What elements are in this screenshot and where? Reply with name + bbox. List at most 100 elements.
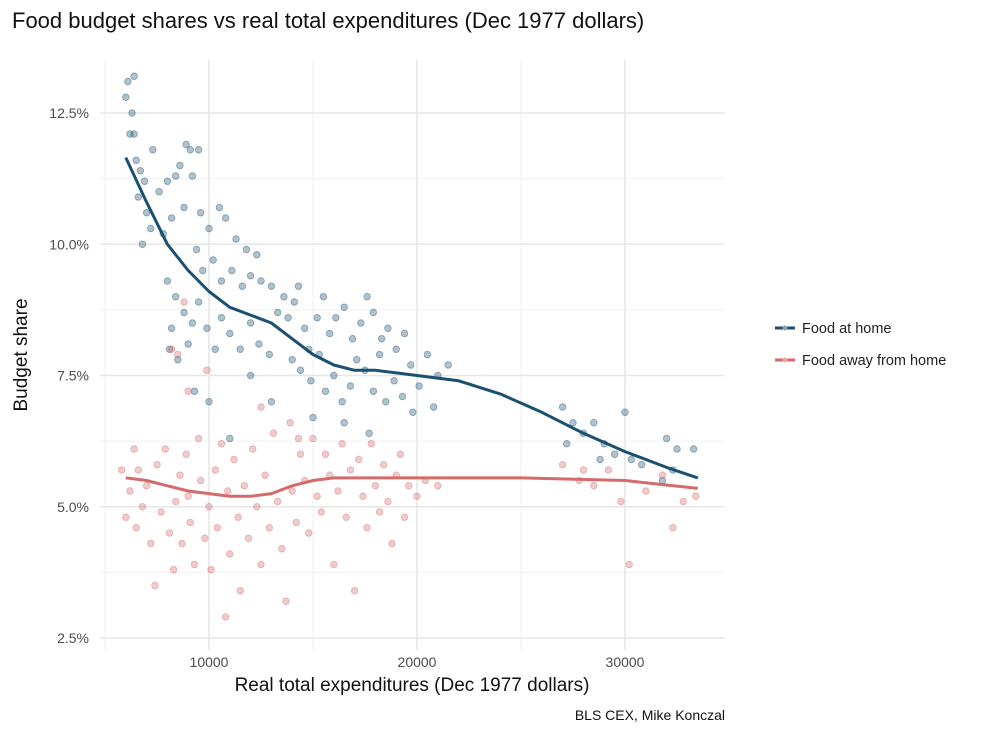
smooth-line-food-away (125, 476, 698, 498)
point-food-at-home (188, 319, 197, 327)
point-food-away (434, 482, 442, 490)
point-food-away (211, 466, 219, 474)
point-food-away (165, 529, 174, 537)
point-food-at-home (363, 293, 371, 301)
point-food-at-home (369, 308, 378, 317)
point-food-at-home (284, 314, 292, 322)
point-food-away (371, 482, 380, 490)
point-food-at-home (338, 398, 346, 406)
point-food-away (248, 445, 257, 453)
point-food-at-home (662, 434, 671, 443)
point-food-at-home (398, 392, 407, 401)
point-food-away (240, 482, 249, 490)
point-food-away (288, 487, 296, 495)
point-food-away (167, 345, 176, 353)
point-food-away (180, 298, 188, 306)
point-food-away (157, 508, 165, 516)
point-food-away (151, 581, 159, 590)
point-food-at-home (126, 130, 134, 138)
point-food-away (400, 513, 409, 521)
point-food-away (196, 476, 205, 485)
point-food-at-home (369, 387, 378, 395)
point-food-at-home (246, 272, 255, 280)
point-food-at-home (352, 356, 361, 364)
point-food-at-home (138, 240, 147, 248)
point-food-away (413, 492, 421, 500)
point-food-at-home (186, 146, 194, 154)
point-food-at-home (180, 308, 188, 317)
point-food-at-home (288, 356, 296, 364)
point-food-away (388, 539, 396, 548)
point-food-at-home (163, 177, 172, 185)
point-food-away (132, 524, 140, 532)
point-food-at-home (590, 419, 598, 427)
point-food-away (234, 513, 242, 521)
point-food-at-home (407, 361, 415, 369)
point-food-away (130, 445, 138, 453)
point-food-at-home (621, 408, 629, 416)
legend-label-food-at-home: Food at home (802, 321, 891, 337)
point-food-at-home (409, 408, 417, 416)
point-food-at-home (382, 398, 390, 406)
point-food-away (207, 566, 215, 574)
point-food-at-home (226, 434, 234, 443)
point-food-at-home (280, 293, 288, 301)
point-food-at-home (134, 193, 142, 201)
point-food-away (292, 518, 301, 527)
point-food-at-home (253, 251, 261, 259)
point-food-at-home (563, 440, 571, 448)
point-food-away (334, 487, 342, 495)
point-food-away (176, 471, 184, 479)
point-food-at-home (130, 72, 138, 80)
point-food-away (278, 545, 286, 553)
point-food-away (294, 434, 303, 443)
point-food-at-home (267, 282, 276, 290)
point-food-at-home (365, 429, 373, 437)
point-food-at-home (203, 324, 211, 332)
point-food-at-home (211, 345, 219, 353)
point-food-at-home (423, 350, 432, 359)
smooth-line-food-at-home (124, 156, 699, 480)
caption: BLS CEX, Mike Konczal (575, 707, 725, 723)
point-food-at-home (400, 329, 409, 338)
point-food-at-home (167, 214, 176, 222)
point-food-away (117, 466, 126, 474)
scatter-points (117, 72, 700, 621)
point-food-away (309, 434, 317, 443)
point-food-away (590, 482, 598, 490)
point-food-at-home (257, 277, 265, 285)
point-food-at-home (689, 445, 698, 453)
point-food-at-home (226, 329, 234, 338)
point-food-at-home (122, 93, 130, 101)
point-food-at-home (346, 382, 355, 390)
point-food-at-home (300, 324, 309, 332)
point-food-away (380, 461, 388, 469)
point-food-at-home (377, 335, 386, 343)
point-food-away (261, 471, 269, 479)
point-food-at-home (255, 340, 263, 348)
point-food-away (190, 560, 199, 569)
point-food-at-home (569, 419, 577, 427)
point-food-away (669, 524, 677, 532)
point-food-at-home (348, 335, 357, 343)
point-food-at-home (325, 329, 334, 338)
point-food-at-home (332, 314, 340, 322)
point-food-away (269, 429, 278, 437)
point-food-at-home (242, 245, 251, 254)
point-food-away (625, 560, 633, 569)
chart-title: Food budget shares vs real total expendi… (12, 8, 644, 33)
legend-label-food-away: Food away from home (802, 353, 946, 369)
point-food-at-home (205, 224, 213, 233)
x-tick-label: 30000 (606, 654, 645, 670)
point-food-at-home (429, 403, 438, 411)
point-food-at-home (176, 161, 184, 170)
point-food-away (296, 450, 305, 458)
point-food-at-home (172, 172, 180, 180)
point-food-away (350, 587, 359, 595)
point-food-at-home (194, 146, 203, 154)
point-food-away (142, 482, 151, 490)
point-food-at-home (215, 203, 224, 212)
point-food-at-home (217, 277, 226, 285)
point-food-at-home (273, 308, 282, 317)
